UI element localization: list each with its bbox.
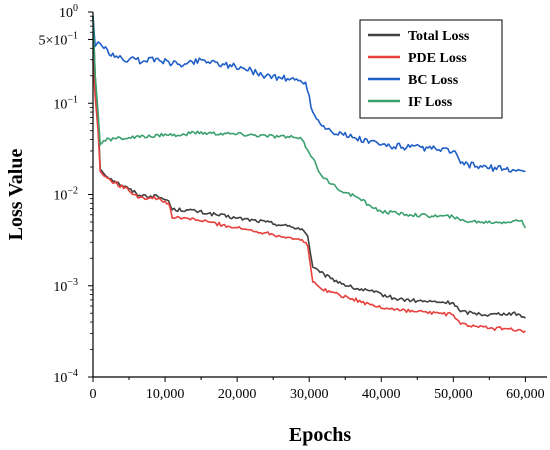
legend-box (359, 19, 503, 119)
x-tick-label: 10,000 (146, 387, 185, 402)
series-line-bc-loss (92, 16, 526, 173)
y-tick-label: 100 (59, 3, 78, 21)
x-tick-label: 30,000 (290, 387, 329, 402)
ticks-layer: 0 10,000 20,000 30,000 40,000 50,000 60,000 100… (38, 3, 544, 402)
series-line-if-loss (92, 16, 527, 229)
legend-label: BC Loss (408, 73, 459, 88)
legend-label: PDE Loss (408, 51, 467, 66)
y-tick-label: 5×10−1 (38, 30, 78, 48)
x-tick-label: 0 (90, 387, 97, 402)
y-tick-label: 10−1 (53, 94, 78, 112)
series-layer (92, 16, 527, 334)
x-axis-title: Epochs (289, 424, 351, 446)
x-tick-label: 60,000 (506, 387, 545, 402)
x-tick-label: 40,000 (362, 387, 401, 402)
x-tick-label: 20,000 (218, 387, 257, 402)
legend-label: Total Loss (408, 29, 470, 44)
legend-label: IF Loss (408, 95, 453, 110)
series-line-total-loss (92, 16, 526, 319)
y-axis-title: Loss Value (5, 149, 27, 241)
y-tick-label: 10−4 (53, 368, 78, 386)
y-tick-label: 10−3 (53, 277, 78, 295)
x-tick-label: 50,000 (434, 387, 473, 402)
y-tick-label: 10−2 (53, 186, 78, 204)
series-line-pde-loss (92, 59, 526, 334)
legend: Total Loss PDE Loss BC Loss IF Loss (359, 19, 503, 119)
